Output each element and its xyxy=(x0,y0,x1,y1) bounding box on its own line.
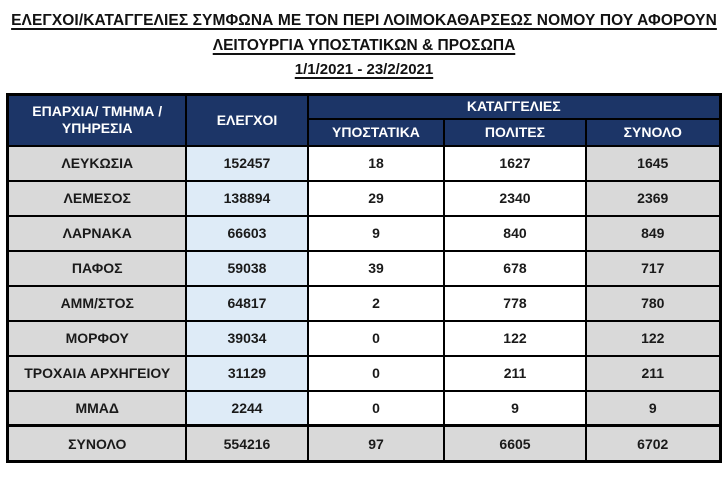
table-row: ΛΕΥΚΩΣΙΑ 152457 18 1627 1645 xyxy=(6,144,722,182)
row-total-cell: 2369 xyxy=(584,179,722,217)
header-complaints-group: ΚΑΤΑΓΓΕΛΙΕΣ xyxy=(306,93,722,120)
district-cell: ΜΜΑΔ xyxy=(6,389,187,427)
premises-cell: 39 xyxy=(306,249,445,287)
citizens-cell: 9 xyxy=(442,389,587,427)
checks-cell: 59038 xyxy=(184,249,309,287)
district-cell: ΛΕΥΚΩΣΙΑ xyxy=(6,144,187,182)
report-date-range: 1/1/2021 - 23/2/2021 xyxy=(294,61,434,78)
premises-cell: 9 xyxy=(306,214,445,252)
checks-cell: 31129 xyxy=(184,354,309,392)
report-title-line1: ΕΛΕΓΧΟΙ/ΚΑΤΑΓΓΕΛΙΕΣ ΣΥΜΦΩΝΑ ΜΕ ΤΟΝ ΠΕΡΙ … xyxy=(11,12,717,29)
header-citizens: ΠΟΛΙΤΕΣ xyxy=(442,117,587,147)
header-premises: ΥΠΟΣΤΑΤΙΚΑ xyxy=(306,117,445,147)
table-row: ΜΜΑΔ 2244 0 9 9 xyxy=(6,389,722,427)
table-total-row: ΣΥΝΟΛΟ 554216 97 6605 6702 xyxy=(6,424,722,463)
table-row: ΜΟΡΦΟΥ 39034 0 122 122 xyxy=(6,319,722,357)
report-title: ΕΛΕΓΧΟΙ/ΚΑΤΑΓΓΕΛΙΕΣ ΣΥΜΦΩΝΑ ΜΕ ΤΟΝ ΠΕΡΙ … xyxy=(0,0,728,82)
table-row: ΠΑΦΟΣ 59038 39 678 717 xyxy=(6,249,722,287)
district-cell: ΜΟΡΦΟΥ xyxy=(6,319,187,357)
checks-cell: 39034 xyxy=(184,319,309,357)
citizens-cell: 1627 xyxy=(442,144,587,182)
table-row: ΑΜΜ/ΣΤΟΣ 64817 2 778 780 xyxy=(6,284,722,322)
premises-cell: 0 xyxy=(306,389,445,427)
district-cell: ΤΡΟΧΑΙΑ ΑΡΧΗΓΕΙΟΥ xyxy=(6,354,187,392)
statistics-table: ΕΠΑΡΧΙΑ/ ΤΜΗΜΑ / ΥΠΗΡΕΣΙΑ ΕΛΕΓΧΟΙ ΚΑΤΑΓΓ… xyxy=(6,93,722,463)
citizens-cell: 122 xyxy=(442,319,587,357)
total-label-cell: ΣΥΝΟΛΟ xyxy=(6,424,187,463)
row-total-cell: 1645 xyxy=(584,144,722,182)
citizens-cell: 2340 xyxy=(442,179,587,217)
row-total-cell: 9 xyxy=(584,389,722,427)
header-checks: ΕΛΕΓΧΟΙ xyxy=(184,93,309,147)
district-cell: ΠΑΦΟΣ xyxy=(6,249,187,287)
checks-cell: 2244 xyxy=(184,389,309,427)
total-citizens-cell: 6605 xyxy=(442,424,587,463)
premises-cell: 0 xyxy=(306,319,445,357)
citizens-cell: 678 xyxy=(442,249,587,287)
citizens-cell: 778 xyxy=(442,284,587,322)
row-total-cell: 717 xyxy=(584,249,722,287)
row-total-cell: 849 xyxy=(584,214,722,252)
total-premises-cell: 97 xyxy=(306,424,445,463)
premises-cell: 29 xyxy=(306,179,445,217)
row-total-cell: 780 xyxy=(584,284,722,322)
checks-cell: 152457 xyxy=(184,144,309,182)
table-header: ΕΠΑΡΧΙΑ/ ΤΜΗΜΑ / ΥΠΗΡΕΣΙΑ ΕΛΕΓΧΟΙ ΚΑΤΑΓΓ… xyxy=(6,93,722,147)
table-body: ΛΕΥΚΩΣΙΑ 152457 18 1627 1645 ΛΕΜΕΣΟΣ 138… xyxy=(6,144,722,463)
header-total: ΣΥΝΟΛΟ xyxy=(584,117,722,147)
table-row: ΤΡΟΧΑΙΑ ΑΡΧΗΓΕΙΟΥ 31129 0 211 211 xyxy=(6,354,722,392)
premises-cell: 18 xyxy=(306,144,445,182)
header-row-sub: ΥΠΟΣΤΑΤΙΚΑ ΠΟΛΙΤΕΣ ΣΥΝΟΛΟ xyxy=(8,117,722,147)
total-checks-cell: 554216 xyxy=(184,424,309,463)
citizens-cell: 211 xyxy=(442,354,587,392)
table-row: ΛΑΡΝΑΚΑ 66603 9 840 849 xyxy=(6,214,722,252)
row-total-cell: 122 xyxy=(584,319,722,357)
district-cell: ΛΕΜΕΣΟΣ xyxy=(6,179,187,217)
total-grand-cell: 6702 xyxy=(584,424,722,463)
citizens-cell: 840 xyxy=(442,214,587,252)
checks-cell: 66603 xyxy=(184,214,309,252)
report-title-line2: ΛΕΙΤΟΥΡΓΙΑ ΥΠΟΣΤΑΤΙΚΩΝ & ΠΡΟΣΩΠΑ xyxy=(212,37,516,54)
premises-cell: 2 xyxy=(306,284,445,322)
header-district: ΕΠΑΡΧΙΑ/ ΤΜΗΜΑ / ΥΠΗΡΕΣΙΑ xyxy=(6,93,187,147)
checks-cell: 64817 xyxy=(184,284,309,322)
header-row-group: ΕΠΑΡΧΙΑ/ ΤΜΗΜΑ / ΥΠΗΡΕΣΙΑ ΕΛΕΓΧΟΙ ΚΑΤΑΓΓ… xyxy=(6,93,722,147)
table-row: ΛΕΜΕΣΟΣ 138894 29 2340 2369 xyxy=(6,179,722,217)
row-total-cell: 211 xyxy=(584,354,722,392)
premises-cell: 0 xyxy=(306,354,445,392)
district-cell: ΑΜΜ/ΣΤΟΣ xyxy=(6,284,187,322)
checks-cell: 138894 xyxy=(184,179,309,217)
district-cell: ΛΑΡΝΑΚΑ xyxy=(6,214,187,252)
